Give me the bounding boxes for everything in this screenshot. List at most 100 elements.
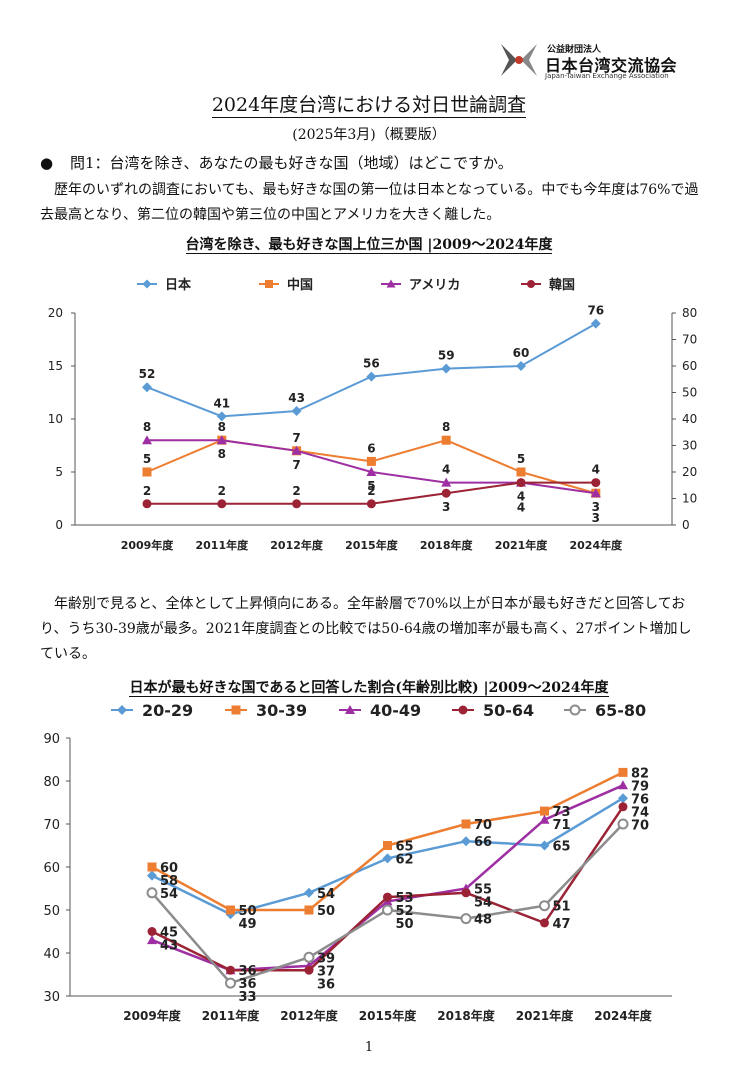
data-label: 55 [474,883,492,898]
data-label: 36 [239,977,257,992]
data-label: 39 [317,951,335,966]
data-label: 45 [160,926,178,941]
data-label: 50 [239,904,257,919]
data-point-triangle [539,814,550,824]
data-point-square [226,905,235,915]
x-axis-tick-label: 2012年度 [280,1008,338,1023]
right-axis-tick-label: 70 [682,333,697,347]
data-label: 36 [239,964,257,979]
data-point-diamond [216,411,227,422]
chart1-title: 台湾を除き、最も好きな国上位三か国 |2009～2024年度 [0,234,738,254]
x-axis-tick-label: 2011年度 [202,1008,260,1023]
data-point-circle [304,965,314,975]
data-label: 52 [139,367,156,381]
data-point-triangle [142,435,152,445]
data-label: 37 [317,964,335,979]
data-point-circle [142,499,152,509]
legend-label: 40-49 [370,701,421,720]
logo-org-en: Japan-Taiwan Exchange Association [545,72,669,80]
legend-marker-triangle [345,705,355,714]
data-point-diamond [142,382,152,393]
left-axis-tick-label: 5 [55,465,63,479]
data-point-square [366,456,376,466]
data-point-square [461,819,471,829]
left-axis-tick-label: 20 [48,306,63,320]
data-label: 7 [292,431,300,445]
x-axis-tick-label: 2024年度 [594,1008,652,1023]
data-label: 6 [367,441,375,455]
legend-label: 日本 [165,277,191,293]
legend-label: 韓国 [549,277,575,293]
data-point-square [142,467,152,477]
data-label: 8 [218,447,226,461]
data-label: 4 [592,463,600,477]
paragraph-1: 歴年のいずれの調査においても、最も好きな国の第一位は日本となっている。中でも今年… [40,182,699,223]
legend-label: 20-29 [142,701,193,720]
data-point-ring [303,951,315,963]
chart2-age-groups: 30 40 50 60 70 80 90 2009年度 2011年度 2012年度 2015年度 20… [43,701,672,1023]
logo-mark-icon [501,44,537,76]
data-label: 70 [631,818,649,833]
data-point-square [304,905,314,915]
data-point-square [540,806,549,816]
data-point-ring [225,977,236,989]
left-axis-tick-label: 10 [48,412,63,426]
data-label: 66 [474,835,492,850]
chart1-title-text: 台湾を除き、最も好きな国上位三か国 |2009～2024年度 [185,237,553,254]
data-point-circle [217,499,227,509]
logo-org-small: 公益財団法人 [547,45,602,55]
page-subtitle: (2025年3月)（概要版） [292,127,446,143]
data-label: 5 [367,479,375,493]
data-label: 54 [160,887,178,902]
legend-marker-ring [569,704,581,716]
data-point-circle [618,802,628,812]
legend-marker-triangle [386,279,396,288]
data-label: 4 [517,490,525,504]
data-point-circle [383,892,392,902]
y-axis-tick-label: 40 [43,947,60,962]
data-label: 76 [631,792,649,807]
legend-marker-square [265,280,273,288]
data-point-triangle [147,935,157,945]
x-axis-tick-label: 2018年度 [420,538,474,552]
bullet-icon: ● [40,154,54,172]
data-point-square [618,767,628,777]
data-point-triangle [291,445,302,455]
logo-org-main: 日本台湾交流協会 [545,56,678,75]
x-axis-tick-label: 2011年度 [195,538,249,552]
right-axis-tick-label: 50 [682,386,697,400]
data-point-ring [617,818,629,830]
x-axis-tick-label: 2024年度 [569,538,623,552]
page-title-text: 2024年度台湾における対日世論調査 [211,94,527,118]
x-axis-tick-label: 2021年度 [516,1008,574,1023]
data-label: 5 [517,452,525,466]
data-label: 65 [553,840,571,855]
legend-marker-diamond [142,279,152,289]
data-label: 49 [239,917,257,932]
data-label: 8 [218,420,226,434]
data-label: 5 [143,452,151,466]
data-point-circle [516,478,526,488]
legend-marker-diamond [117,705,127,715]
data-label: 3 [592,500,600,514]
data-label: 2 [143,484,151,498]
data-label: 4 [517,501,525,515]
data-label: 41 [213,396,230,410]
legend-marker-square [231,705,241,715]
data-point-diamond [539,840,550,851]
legend-label: 65-80 [595,701,646,720]
right-axis-tick-label: 40 [682,412,697,426]
legend-label: 50-64 [483,701,534,720]
paragraph-2: 年齢別で見ると、全体として上昇傾向にある。全年齢層で70%以上が日本が最も好きだ… [40,596,692,662]
data-label: 2 [367,484,375,498]
right-axis-tick-label: 10 [682,492,697,506]
chart2-title: 日本が最も好きな国であると回答した割合(年齢別比較) |2009～2024年度 [0,677,738,697]
y-axis-tick-label: 70 [43,818,60,833]
legend-label: アメリカ [409,278,460,293]
right-axis-tick-label: 80 [682,306,697,320]
data-point-triangle [618,780,628,790]
legend-marker-circle [527,280,535,288]
data-point-triangle [366,467,377,476]
data-label: 3 [592,511,600,525]
data-point-triangle [590,488,601,498]
